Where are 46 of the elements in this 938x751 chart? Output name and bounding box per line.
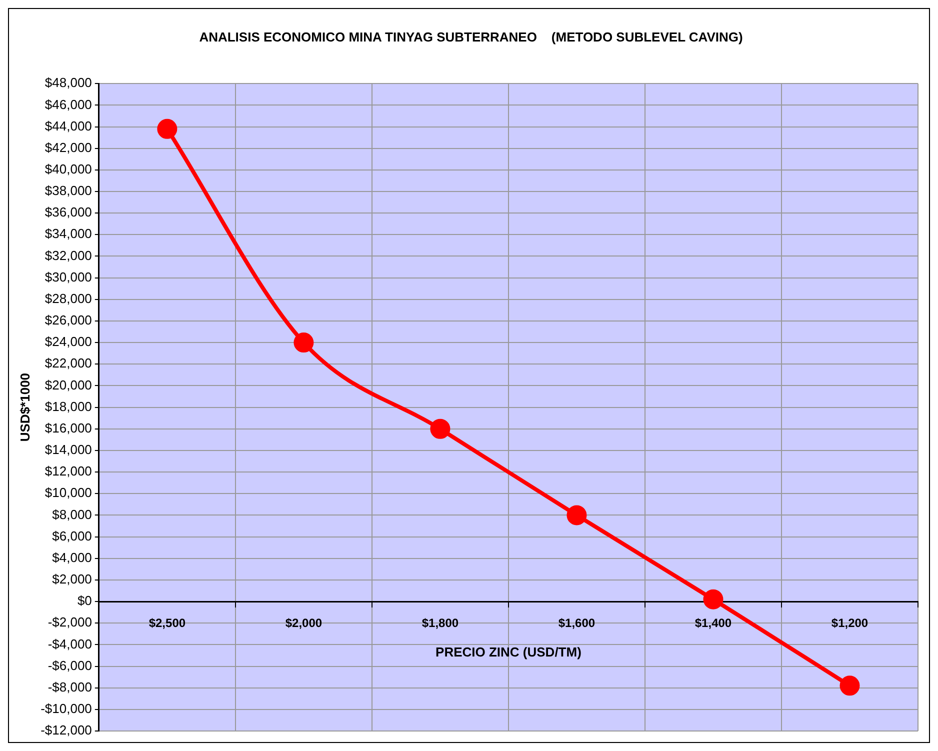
y-tick-label: $18,000 [44,398,92,414]
y-tick-label: -$10,000 [40,701,92,716]
y-tick-label: $44,000 [44,118,92,134]
x-tick-label: $1,400 [694,616,732,630]
y-tick-label: $42,000 [44,140,92,155]
y-tick-label: $24,000 [44,334,92,350]
y-tick-label: -$2,000 [48,614,92,630]
y-tick-label: $14,000 [44,442,92,458]
y-tick-label: -$8,000 [48,679,92,694]
y-tick-label: $2,000 [52,572,92,587]
y-tick-label: -$6,000 [48,658,92,673]
point [703,589,724,610]
y-tick-label: $30,000 [44,269,92,284]
y-tick-label: $40,000 [44,162,92,176]
point [840,676,860,696]
y-tick-label: $4,000 [52,550,92,565]
point [566,505,587,526]
y-tick-label: $22,000 [44,356,92,371]
x-tick-label: $1,200 [831,616,868,630]
x-axis-title: PRECIO ZINC (USD/TM) [436,644,582,660]
y-tick-label: $36,000 [44,204,92,220]
y-tick-label: $38,000 [44,183,92,198]
y-tick-label: $20,000 [44,377,92,392]
y-tick-label: $16,000 [44,420,92,436]
y-tick-label: $6,000 [52,528,92,544]
y-tick-label: $8,000 [52,506,92,522]
point [430,418,450,439]
y-tick-label: $26,000 [44,312,92,328]
y-tick-label: $12,000 [44,464,92,479]
x-tick-label: $2,000 [285,616,322,630]
point [157,118,178,139]
y-tick-label: $48,000 [44,75,92,90]
y-tick-label: -$12,000 [40,722,92,738]
x-tick-label: $1,600 [558,616,596,630]
y-tick-label: $28,000 [44,290,92,306]
y-tick-label: $0 [77,593,92,608]
y-tick-label: $34,000 [44,226,92,242]
x-tick-label: $1,800 [422,616,459,630]
y-tick-label: $32,000 [44,248,92,263]
x-tick-label: $2,500 [148,616,186,630]
y-tick-label: $46,000 [44,96,92,112]
y-tick-label: -$4,000 [48,636,92,652]
chart-title: ANALISIS ECONOMICO MINA TINYAG SUBTERRANEO (METODO SUBLEVEL CAVING) [199,29,743,44]
y-axis-title: USD$*1000 [17,372,32,442]
point [294,332,314,353]
y-tick-label: $10,000 [44,485,92,500]
